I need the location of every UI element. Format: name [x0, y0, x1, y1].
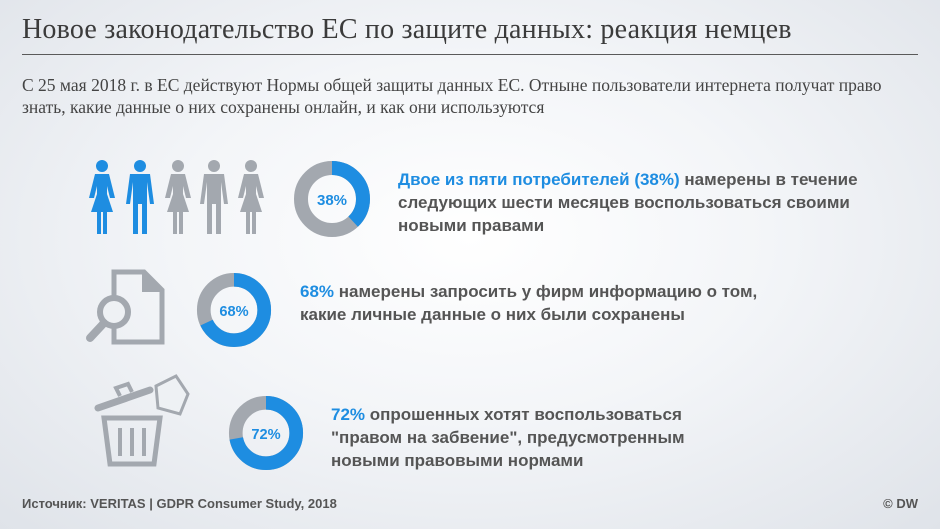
stat-text-2: 68% намерены запросить у фирм информацию…: [300, 280, 780, 326]
donut-value-arc: [196, 272, 272, 348]
trash-icon: [94, 374, 190, 467]
donut-label: 38%: [317, 192, 347, 209]
intro-text: С 25 мая 2018 г. в ЕС действуют Нормы об…: [22, 75, 882, 117]
stat-text-1: Двое из пяти потребителей (38%) намерены…: [398, 168, 918, 237]
donut-chart-72: 72%: [228, 395, 304, 471]
page-title: Новое законодательство ЕС по защите данн…: [22, 14, 918, 55]
document-search-icon: [86, 269, 165, 345]
stat-highlight: 72%: [331, 405, 366, 424]
stat-description: опрошенных хотят воспользоваться "правом…: [331, 405, 685, 470]
donut-value-arc: [294, 161, 370, 237]
donut-chart-38: 38%: [294, 161, 370, 237]
stat-highlight: 68%: [300, 282, 335, 301]
copyright: © DW: [883, 496, 918, 511]
stat-description: намерены в течение следующих шести месяц…: [398, 170, 858, 235]
stat-highlight: Двое из пяти потребителей (38%): [398, 170, 680, 189]
stat-description: намерены запросить у фирм информацию о т…: [300, 282, 758, 324]
stat-text-3: 72% опрошенных хотят воспользоваться "пр…: [331, 403, 751, 472]
donut-label: 68%: [219, 304, 248, 320]
donut-value-arc: [228, 395, 304, 471]
source-note: Источник: VERITAS | GDPR Consumer Study,…: [22, 496, 337, 511]
donut-label: 72%: [251, 427, 280, 443]
donut-chart-68: 68%: [196, 272, 272, 348]
people-icon: [89, 160, 264, 234]
